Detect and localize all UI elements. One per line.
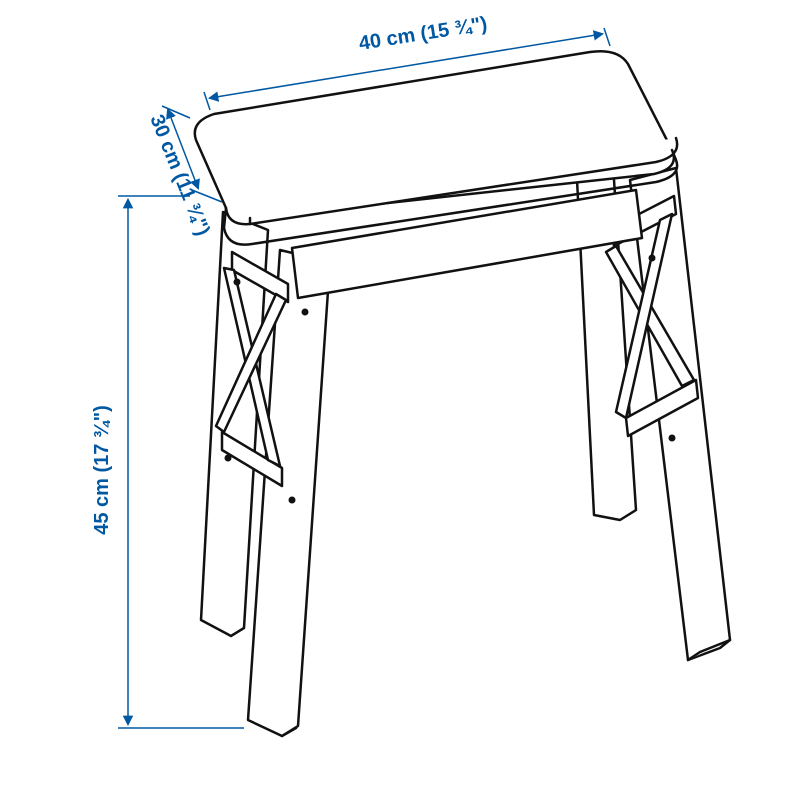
stool-dimension-diagram: 30 cm (11 ¾") 40 cm (15 ¾") 45 cm (17 ¾"… xyxy=(0,0,790,790)
dim-width-label: 40 cm (15 ¾") xyxy=(357,13,488,55)
dim-height-label: 45 cm (17 ¾") xyxy=(91,405,113,535)
stool-outline xyxy=(195,51,730,736)
